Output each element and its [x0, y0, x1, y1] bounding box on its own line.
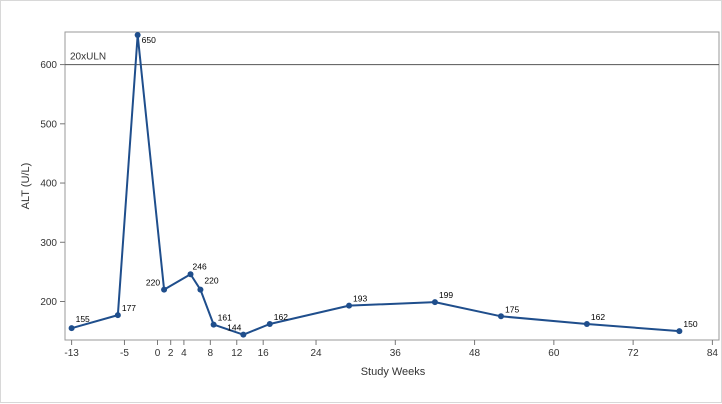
x-tick-label: 84: [707, 348, 719, 359]
data-point: [187, 271, 194, 278]
reference-line-label: 20xULN: [70, 52, 106, 63]
data-point: [134, 31, 141, 38]
x-tick-label: 4: [181, 348, 187, 359]
x-tick-label: 24: [310, 348, 322, 359]
data-label: 650: [142, 35, 156, 45]
data-point: [583, 321, 590, 328]
plot-area: 20xULN: [64, 31, 720, 341]
x-tick-label: -5: [120, 348, 129, 359]
data-point: [197, 286, 204, 293]
x-axis-title: Study Weeks: [361, 366, 426, 378]
data-label: 193: [353, 294, 367, 304]
y-tick-label: 500: [40, 119, 57, 130]
x-tick-label: 16: [258, 348, 270, 359]
data-label: 162: [591, 312, 605, 322]
x-tick-label: 8: [208, 348, 214, 359]
x-tick-label: 72: [628, 348, 640, 359]
data-point: [68, 325, 75, 332]
data-label: 162: [274, 312, 288, 322]
x-tick-label: 2: [168, 348, 174, 359]
data-point: [498, 313, 504, 320]
data-point: [266, 321, 273, 328]
y-tick-label: 600: [40, 60, 57, 71]
data-label: 175: [505, 304, 519, 314]
data-point: [161, 286, 168, 293]
data-point: [676, 328, 683, 335]
data-label: 177: [122, 303, 136, 313]
data-label: 220: [146, 278, 160, 288]
series-line: [71, 33, 680, 336]
y-tick-label: 400: [40, 179, 57, 190]
data-label: 161: [218, 313, 232, 323]
data-point: [114, 312, 121, 319]
data-point: [240, 331, 247, 338]
x-tick-label: 48: [469, 348, 481, 359]
x-tick-label: 36: [390, 348, 402, 359]
y-tick-label: 200: [40, 297, 57, 308]
data-label: 150: [683, 319, 697, 329]
data-point: [346, 302, 353, 309]
x-tick-label: 60: [548, 348, 560, 359]
data-label: 246: [193, 261, 207, 271]
y-axis-title: ALT (U/L): [20, 163, 32, 210]
plot-border: [64, 31, 720, 341]
x-tick-label: -13: [64, 348, 79, 359]
data-label: 199: [439, 290, 453, 300]
data-point: [431, 299, 438, 306]
data-label: 220: [204, 276, 218, 286]
x-tick-label: 0: [155, 348, 161, 359]
data-label: 144: [227, 323, 241, 333]
y-tick-label: 300: [40, 238, 57, 249]
data-label: 155: [76, 314, 90, 324]
data-point: [210, 321, 217, 328]
x-tick-label: 12: [231, 348, 243, 359]
